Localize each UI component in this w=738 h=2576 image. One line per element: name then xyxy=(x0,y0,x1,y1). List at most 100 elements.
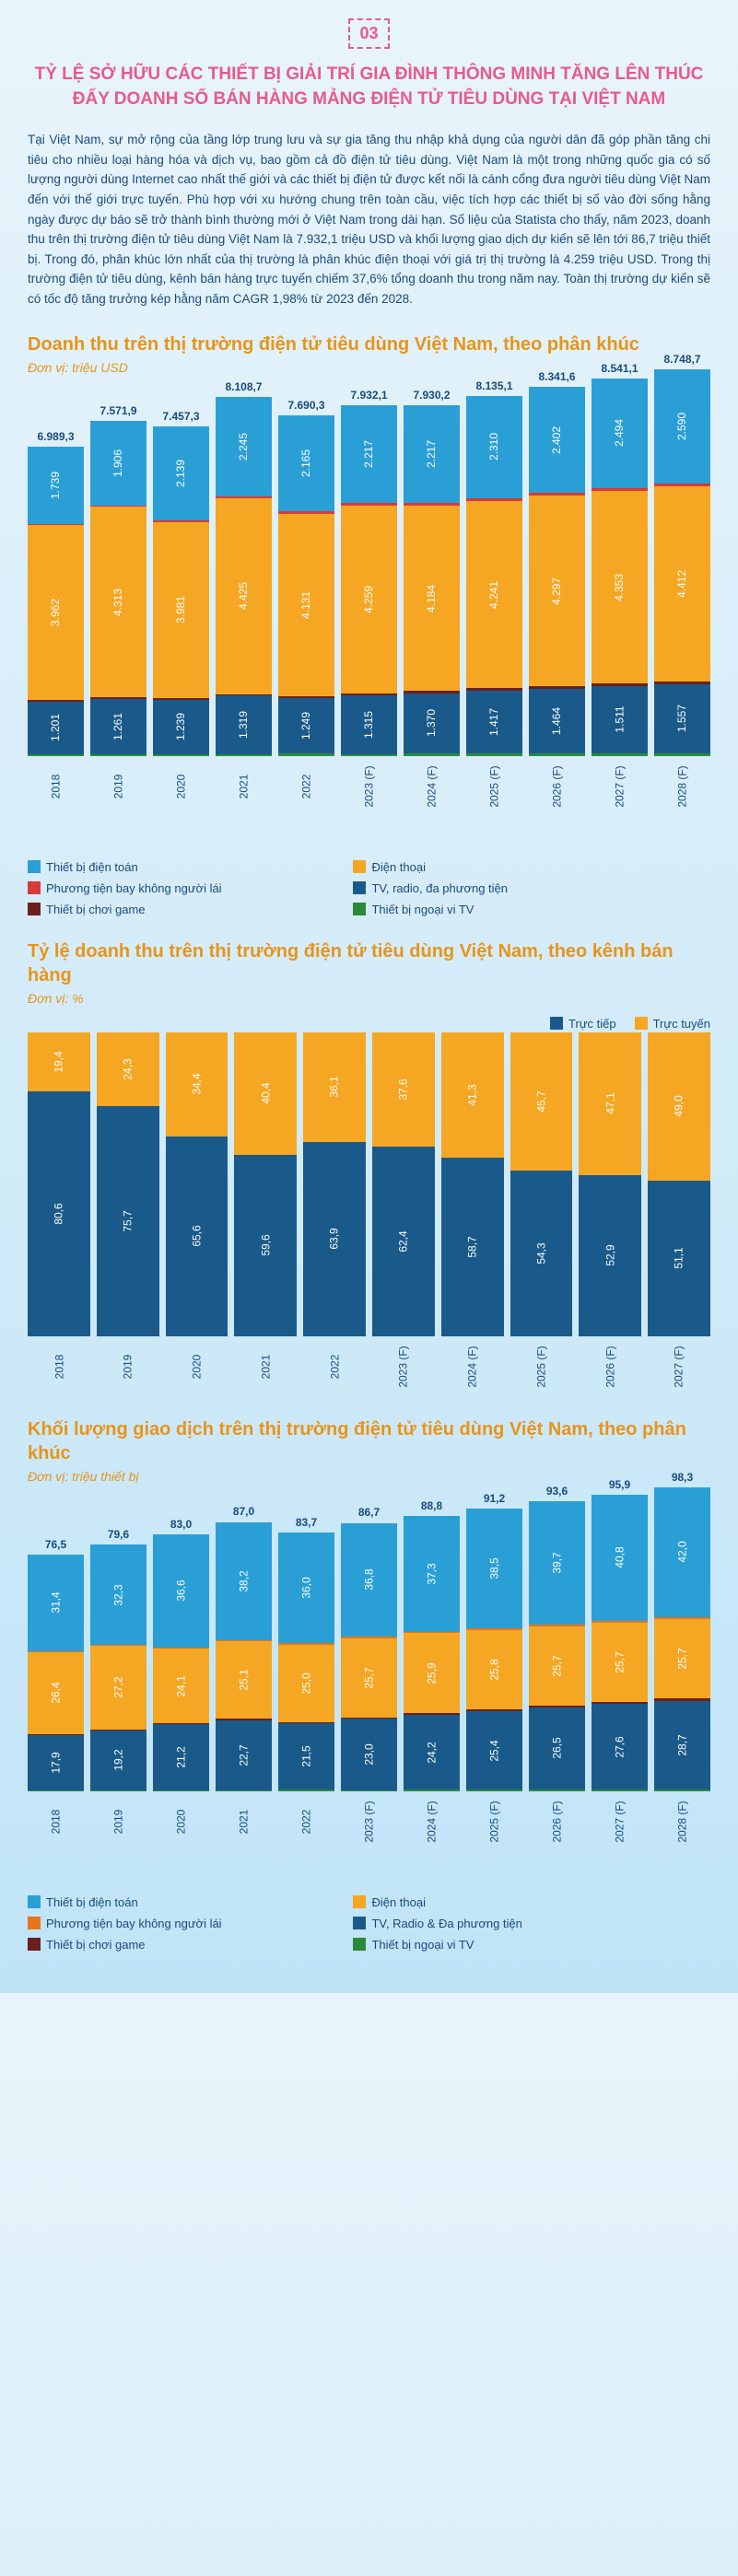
bar: 40,459,6 xyxy=(234,1032,297,1336)
segment-value: 26,4 xyxy=(49,1683,62,1704)
segment-compute: 36,6 xyxy=(153,1534,209,1648)
bar: 42,025,728,7 xyxy=(654,1487,710,1791)
bar: 38,525,825,4 xyxy=(466,1509,522,1790)
segment-value: 2.402 xyxy=(551,426,564,454)
bar: 2.494 4.353 1.511 xyxy=(592,379,648,756)
segment-tv: 1.239 xyxy=(153,700,209,754)
chart2-title: Tỷ lệ doanh thu trên thị trường điện tử … xyxy=(18,939,720,987)
segment-value: 1.511 xyxy=(613,706,626,733)
segment-offline: 80,6 xyxy=(28,1091,90,1336)
segment-compute: 2.310 xyxy=(466,396,522,498)
segment-phone: 25,7 xyxy=(341,1638,397,1718)
segment-value: 2.310 xyxy=(488,433,501,460)
segment-value: 38,2 xyxy=(237,1570,250,1591)
legend-swatch xyxy=(28,881,41,894)
segment-value: 25,7 xyxy=(613,1651,626,1673)
x-axis-label: 2024 (F) xyxy=(408,765,454,807)
segment-online: 45,7 xyxy=(510,1032,573,1171)
segment-value: 3.962 xyxy=(50,599,63,626)
legend-label: TV, radio, đa phương tiện xyxy=(371,881,508,895)
legend-label: Thiết bị điện toán xyxy=(46,860,138,874)
bar: 36,025,021,5 xyxy=(278,1533,334,1791)
segment-value: 1.417 xyxy=(488,708,501,736)
segment-value: 24,3 xyxy=(122,1058,135,1079)
segment-value: 63,9 xyxy=(328,1228,341,1249)
bar-group: 8.135,12.3104.2411.4172025 (F) xyxy=(466,379,522,810)
segment-value: 65,6 xyxy=(190,1226,203,1247)
bar: 24,375,7 xyxy=(97,1032,159,1336)
bar-total-label: 79,6 xyxy=(108,1528,129,1541)
bar: 2.2174.2591.315 xyxy=(341,405,397,756)
segment-tv: 1.557 xyxy=(654,684,710,753)
bar-group: 8.108,72.2454.4251.3192021 xyxy=(216,380,272,809)
x-axis-label: 2027 (F) xyxy=(596,1801,642,1842)
segment-value: 40,8 xyxy=(613,1546,626,1568)
segment-compute: 42,0 xyxy=(654,1487,710,1617)
segment-value: 49,0 xyxy=(673,1096,685,1117)
bar-group: 24,375,72019 xyxy=(97,1032,159,1390)
segment-phone: 3.981 xyxy=(153,522,209,698)
x-axis-label: 2028 (F) xyxy=(659,765,705,807)
bar: 36,624,121,2 xyxy=(153,1534,209,1791)
legend-swatch xyxy=(28,903,41,915)
bar-total-label: 93,6 xyxy=(546,1485,568,1498)
bar-group: 36,163,92022 xyxy=(303,1032,366,1390)
bar-total-label: 83,0 xyxy=(170,1518,192,1531)
segment-offline: 59,6 xyxy=(234,1155,297,1336)
legend-label: Thiết bị ngoại vi TV xyxy=(371,1938,474,1952)
segment-phone: 4.425 xyxy=(216,498,272,694)
x-axis-label: 2021 xyxy=(220,774,266,798)
legend-swatch xyxy=(353,903,366,915)
segment-value: 2.494 xyxy=(614,419,627,447)
bar-total-label: 95,9 xyxy=(609,1478,630,1491)
segment-offline: 62,4 xyxy=(372,1147,435,1336)
segment-phone: 25,7 xyxy=(654,1619,710,1698)
bar: 45,754,3 xyxy=(510,1032,573,1336)
legend-item: TV, Radio & Đa phương tiện xyxy=(353,1917,660,1930)
segment-compute: 39,7 xyxy=(529,1501,585,1624)
segment-tv: 1.417 xyxy=(466,691,522,753)
segment-periph xyxy=(278,753,334,755)
legend-label: Điện thoại xyxy=(371,1895,426,1909)
legend-swatch xyxy=(28,1917,41,1929)
x-axis-label: 2025 (F) xyxy=(471,1801,517,1842)
segment-tv: 1.315 xyxy=(341,695,397,753)
chart2: 19,480,6201824,375,7201934,465,6202040,4… xyxy=(18,1040,720,1390)
segment-value: 52,9 xyxy=(603,1245,616,1266)
segment-value: 2.245 xyxy=(238,433,251,460)
segment-phone: 4.297 xyxy=(529,495,585,685)
segment-tv: 28,7 xyxy=(654,1701,710,1789)
x-axis-label: 2022 xyxy=(311,1354,357,1379)
segment-periph xyxy=(592,753,648,756)
segment-online: 40,4 xyxy=(234,1032,297,1155)
segment-tv: 27,6 xyxy=(592,1704,648,1789)
segment-offline: 54,3 xyxy=(510,1171,573,1335)
bar: 2.245 4.4251.319 xyxy=(216,397,272,755)
legend-label: Trực tuyến xyxy=(653,1017,710,1031)
segment-tv: 19,2 xyxy=(90,1731,146,1789)
bar-group: 76,531,426,417,92018 xyxy=(28,1538,84,1845)
x-axis-label: 2020 xyxy=(158,774,204,798)
bar: 37,325,924,2 xyxy=(404,1516,460,1790)
section-badge: 03 xyxy=(18,18,720,49)
segment-tv: 1.319 xyxy=(216,695,272,753)
segment-value: 32,3 xyxy=(111,1584,124,1605)
segment-phone: 4.131 xyxy=(278,514,334,696)
segment-online: 19,4 xyxy=(28,1032,90,1091)
segment-value: 4.353 xyxy=(614,574,627,601)
intro-paragraph: Tại Việt Nam, sự mở rộng của tầng lớp tr… xyxy=(18,130,720,309)
legend-item: Trực tuyến xyxy=(635,1017,710,1031)
segment-value: 4.412 xyxy=(676,570,689,598)
segment-compute: 38,5 xyxy=(466,1509,522,1627)
x-axis-label: 2022 xyxy=(283,1809,329,1834)
bar: 1.9064.3131.261 xyxy=(90,421,146,756)
segment-value: 25,8 xyxy=(487,1659,500,1680)
segment-value: 4.131 xyxy=(300,591,313,619)
segment-tv: 21,5 xyxy=(278,1723,334,1789)
bar: 2.1393.9811.239 xyxy=(153,426,209,756)
segment-value: 2.217 xyxy=(363,440,376,468)
legend-item: Phương tiện bay không người lái xyxy=(28,1917,334,1930)
segment-value: 25,7 xyxy=(362,1667,375,1688)
segment-periph xyxy=(341,754,397,756)
legend-item: Điện thoại xyxy=(353,1895,660,1909)
